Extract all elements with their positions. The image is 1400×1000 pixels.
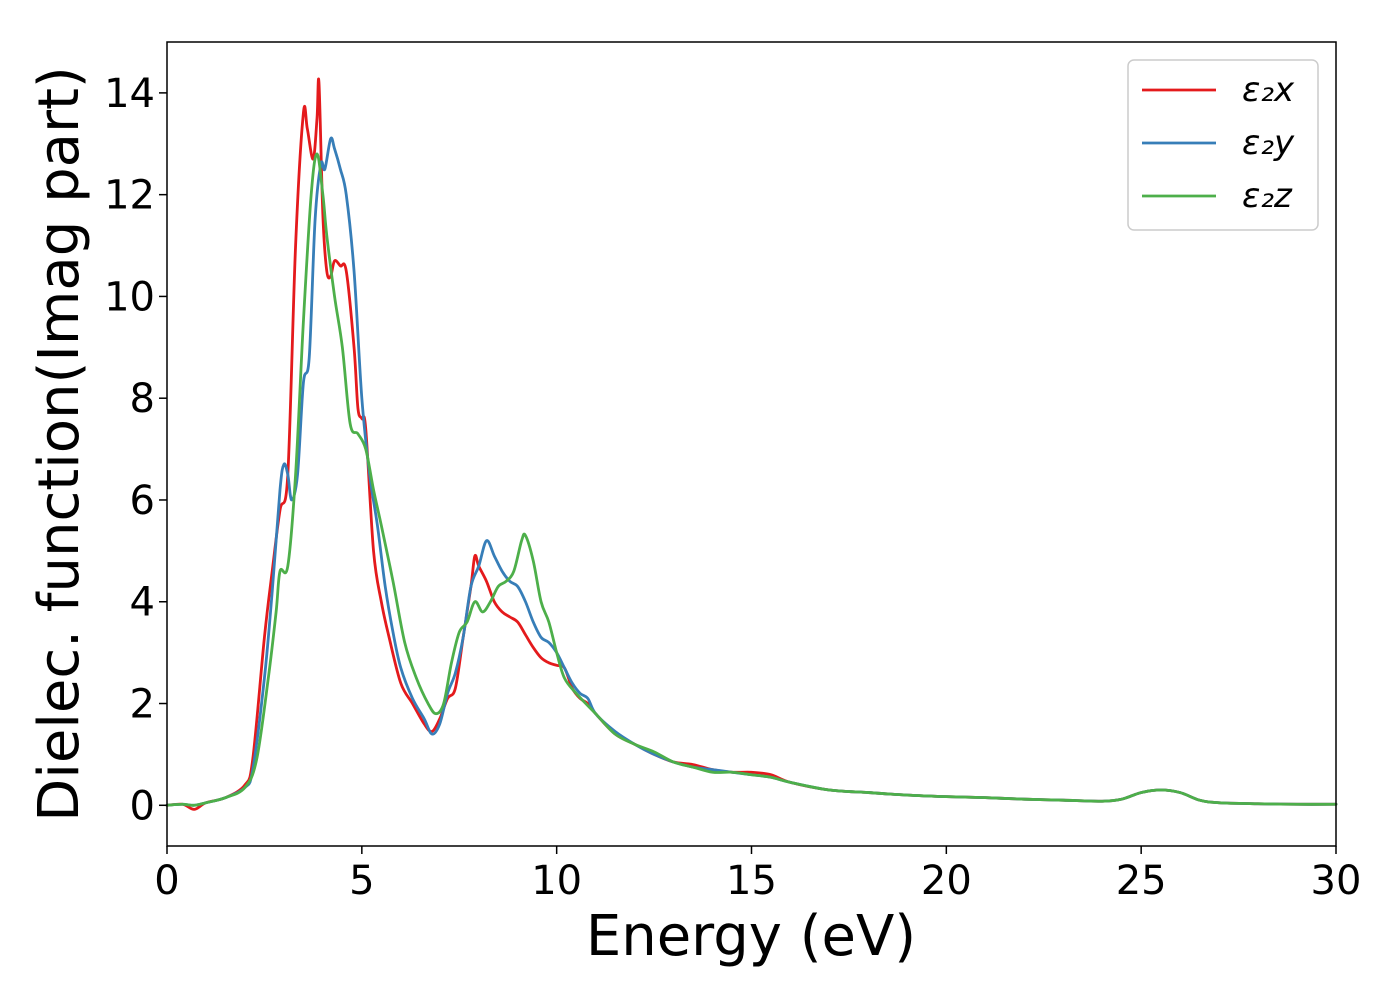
y-tick-label: 10 <box>104 274 155 320</box>
series-layer <box>165 77 1338 811</box>
series-line-2 <box>165 152 1338 807</box>
x-tick-label: 30 <box>1311 858 1362 904</box>
x-tick-label: 25 <box>1116 858 1167 904</box>
y-tick-label: 14 <box>104 71 155 117</box>
y-tick-label: 0 <box>130 783 155 829</box>
y-tick-label: 12 <box>104 173 155 219</box>
x-tick-label: 15 <box>726 858 777 904</box>
x-tick-label: 0 <box>154 858 179 904</box>
x-axis-label: Energy (eV) <box>586 904 916 969</box>
legend-label-0: ε₂x <box>1242 70 1295 110</box>
y-axis-label: Dielec. function(Imag part) <box>27 66 92 822</box>
legend-label-1: ε₂y <box>1242 123 1295 163</box>
y-tick-label: 8 <box>130 376 155 422</box>
y-tick-label: 6 <box>130 478 155 524</box>
y-axis-ticks: 0 2 4 6 8 10 12 14 <box>104 71 167 829</box>
x-tick-label: 5 <box>349 858 374 904</box>
x-tick-label: 20 <box>921 858 972 904</box>
x-axis-ticks: 0 5 10 15 20 25 30 <box>154 846 1361 904</box>
legend-frame <box>1127 59 1319 231</box>
y-tick-label: 4 <box>130 580 155 626</box>
legend-label-2: ε₂z <box>1242 176 1293 216</box>
x-tick-label: 10 <box>531 858 582 904</box>
legend: ε₂x ε₂y ε₂z <box>1127 59 1319 231</box>
y-tick-label: 2 <box>130 682 155 728</box>
